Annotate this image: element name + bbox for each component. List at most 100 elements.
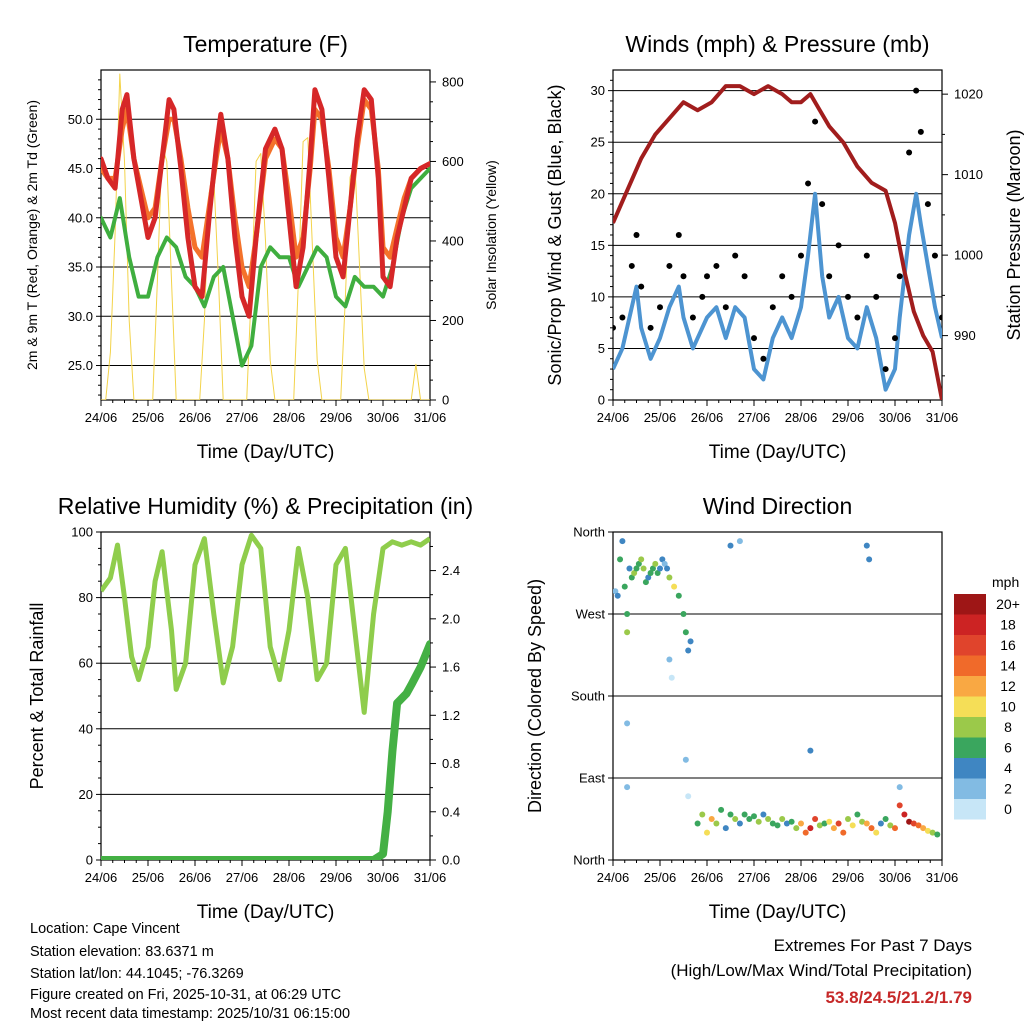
- direction-point: [873, 829, 880, 836]
- colorbar-label: 18: [1000, 617, 1016, 633]
- colorbar-label: 16: [1000, 637, 1016, 653]
- direction-point: [694, 820, 701, 827]
- gust-point: [812, 118, 819, 125]
- direction-point: [621, 583, 628, 590]
- direction-point: [910, 820, 917, 827]
- colorbar-swatch: [954, 655, 986, 676]
- direction-point: [765, 816, 772, 822]
- plot-frame: [612, 531, 943, 861]
- gust-point: [647, 324, 654, 331]
- colorbar-swatch: [954, 676, 986, 697]
- direction-point: [868, 825, 875, 832]
- gust-point: [845, 293, 851, 300]
- direction-point: [659, 556, 666, 563]
- direction-point: [736, 820, 743, 827]
- gust-point: [779, 273, 786, 280]
- direction-point: [845, 816, 851, 822]
- direction-point: [619, 538, 626, 545]
- x-tick-label: 30/06: [367, 870, 400, 885]
- y-tick-label: 30.0: [68, 309, 93, 324]
- gust-point: [619, 314, 626, 321]
- y-tick-label: North: [573, 525, 605, 540]
- panel-wind_direction: North East South West North 24/06 25/06 26/06 27…: [525, 493, 1020, 923]
- gust-point: [892, 335, 898, 342]
- wind-direction-points: [613, 538, 941, 838]
- direction-point: [722, 825, 729, 832]
- direction-point: [633, 565, 640, 572]
- y2-tick-label: 0: [442, 393, 449, 408]
- gust-point: [704, 273, 710, 280]
- x-tick-label: 29/06: [320, 870, 353, 885]
- gust-point: [924, 201, 931, 208]
- direction-point: [626, 565, 633, 572]
- gust-point: [760, 355, 767, 362]
- y-tick-label: 15: [591, 238, 605, 253]
- plot-frame: [100, 69, 431, 401]
- footer-latlon: Station lat/lon: 44.1045; -76.3269: [30, 966, 244, 982]
- direction-point: [854, 811, 861, 818]
- y2-tick-label: 1020: [954, 87, 983, 102]
- direction-point: [718, 806, 725, 813]
- direction-point: [779, 816, 786, 822]
- direction-point: [746, 816, 753, 822]
- temperature-series: [101, 73, 430, 400]
- y2-axis-label: Solar Insolation (Yellow): [483, 160, 499, 310]
- direction-point: [654, 570, 661, 576]
- direction-point: [640, 565, 647, 572]
- gust-point: [854, 314, 861, 321]
- direction-point: [807, 825, 814, 832]
- x-tick-label: 30/06: [879, 870, 912, 885]
- y2-tick-label: 400: [442, 233, 464, 248]
- direction-point: [835, 820, 842, 827]
- direction-point: [647, 570, 654, 576]
- direction-point: [657, 565, 663, 572]
- x-tick-label: 26/06: [691, 870, 724, 885]
- y2-tick-label: 1.2: [442, 708, 460, 723]
- direction-point: [624, 611, 631, 617]
- direction-point: [708, 816, 715, 822]
- gust-point: [913, 87, 920, 94]
- extremes-subtitle: (High/Low/Max Wind/Total Precipitation): [670, 961, 972, 980]
- direction-point: [682, 756, 689, 763]
- y-tick-label: 30: [591, 83, 605, 98]
- y-tick-label: 25.0: [68, 358, 93, 373]
- direction-point: [668, 674, 675, 681]
- direction-point: [624, 784, 631, 791]
- direction-point: [727, 811, 734, 818]
- gust-point: [689, 314, 696, 321]
- extremes-values: 53.8/24.5/21.2/1.79: [825, 988, 972, 1007]
- direction-point: [682, 629, 689, 636]
- x-tick-label: 25/06: [132, 410, 165, 425]
- direction-point: [863, 820, 870, 827]
- y-tick-label: North: [573, 853, 605, 868]
- gust-point: [788, 293, 795, 300]
- speed-colorbar: mph 20+ 18 16 14 12 10 8 6 4 2 0: [954, 574, 1020, 820]
- direction-point: [934, 831, 941, 838]
- colorbar-label: 12: [1000, 678, 1016, 694]
- gust-point: [633, 232, 640, 238]
- direction-point: [915, 822, 922, 829]
- y-tick-label: 0: [598, 393, 605, 408]
- panel-temperature: 25.0 30.0 35.0 40.0 45.0 50.0 24/06 25/06 26/06 2…: [24, 31, 499, 463]
- direction-point: [929, 829, 936, 836]
- footer-created: Figure created on Fri, 2025-10-31, at 06…: [30, 987, 342, 1003]
- direction-point: [755, 818, 762, 825]
- gust-point: [863, 252, 870, 259]
- colorbar-swatch: [954, 635, 986, 656]
- gust-point: [939, 314, 942, 321]
- direction-point: [877, 820, 884, 827]
- y-axis-label: 2m & 9m T (Red, Orange) & 2m Td (Green): [24, 100, 40, 370]
- footer-location: Location: Cape Vincent: [30, 921, 180, 937]
- winds-series: [613, 84, 942, 400]
- y2-tick-label: 200: [442, 313, 464, 328]
- y-tick-label: South: [571, 689, 605, 704]
- direction-point: [807, 747, 814, 754]
- y-tick-label: 25: [591, 135, 605, 150]
- direction-point: [624, 629, 631, 636]
- colorbar-swatch: [954, 696, 986, 717]
- colorbar-label: 2: [1004, 781, 1012, 797]
- direction-point: [675, 592, 682, 599]
- x-axis-label: Time (Day/UTC): [709, 902, 847, 923]
- direction-point: [751, 813, 757, 820]
